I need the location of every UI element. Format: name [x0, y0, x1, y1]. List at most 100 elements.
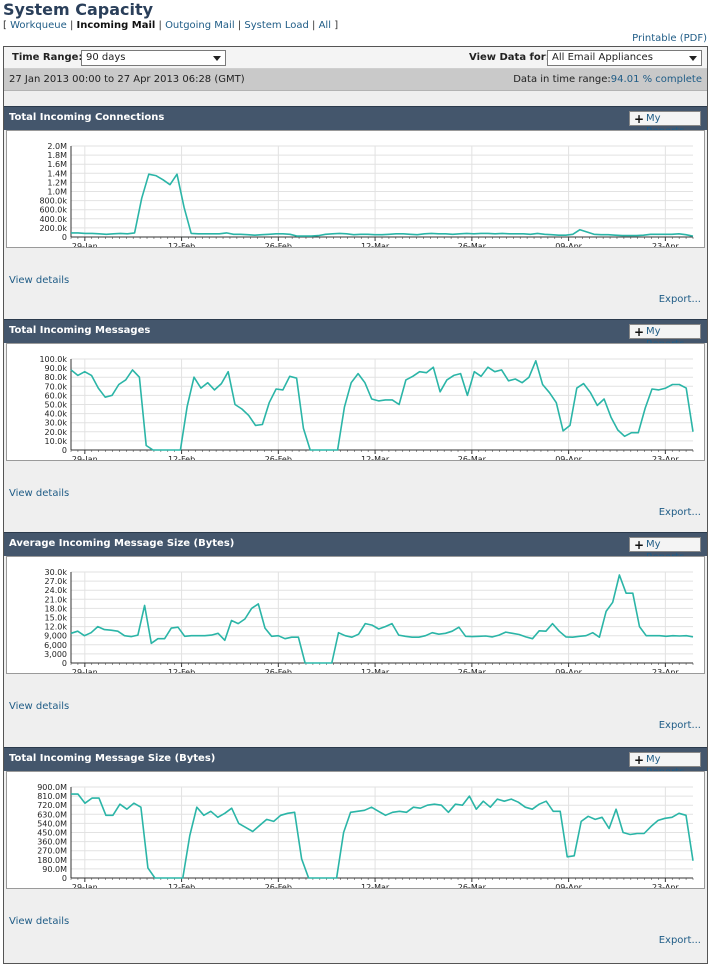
y-tick-label: 50.0k: [45, 401, 68, 410]
y-tick-label: 10.0k: [45, 437, 68, 446]
view-details-link[interactable]: View details: [9, 701, 70, 712]
my-reports-button[interactable]: +My Reports: [629, 324, 701, 350]
y-tick-label: 60.0k: [45, 391, 68, 400]
x-tick-label: 12-Feb: [168, 883, 195, 888]
export-link[interactable]: Export...: [658, 294, 701, 305]
x-tick-label: 12-Feb: [168, 668, 195, 673]
x-tick-label: 26-Mar: [458, 668, 487, 673]
my-reports-button[interactable]: +My Reports: [629, 111, 701, 137]
x-tick-label: 26-Feb: [265, 242, 292, 247]
line-chart: 0200.0k400.0k600.0k800.0k1.0M1.2M1.4M1.6…: [39, 142, 694, 247]
nav-open-bracket: [: [3, 20, 7, 31]
line-chart: 090.0M180.0M270.0M360.0M450.0M540.0M630.…: [37, 783, 694, 888]
view-data-value: All Email Appliances: [552, 52, 653, 63]
y-tick-label: 90.0k: [45, 364, 68, 373]
printable-pdf-link[interactable]: Printable (PDF): [632, 33, 707, 44]
nav-close-bracket: ]: [334, 20, 339, 31]
nav-all-link[interactable]: All: [318, 20, 331, 31]
panel-total-incoming-message-size: Total Incoming Message Size (Bytes) + My …: [4, 747, 707, 963]
nav-workqueue-link[interactable]: Workqueue: [10, 20, 67, 31]
export-link[interactable]: Export...: [658, 935, 701, 946]
chart-area: 0 200.0k 400.0k 600.0k 800.0k 1.0M 1.2M 1.4M 1.6…: [6, 130, 705, 248]
y-tick-label: 400.0k: [39, 215, 67, 224]
export-link[interactable]: Export...: [658, 720, 701, 731]
y-tick-label: 27.0k: [45, 577, 68, 586]
x-tick-label: 12-Feb: [168, 455, 195, 460]
y-tick-label: 24.0k: [45, 586, 68, 595]
x-tick-label: 12-Mar: [361, 455, 390, 460]
line-chart: 010.0k20.0k30.0k40.0k50.0k60.0k70.0k80.0…: [39, 355, 694, 460]
y-tick-label: 810.0M: [37, 792, 67, 801]
filter-bar: Time Range: 90 days View Data for: All E…: [4, 47, 707, 69]
time-range-select[interactable]: 90 days: [81, 50, 226, 66]
x-tick-label: 29-Jan: [72, 455, 98, 460]
view-data-select[interactable]: All Email Appliances: [547, 50, 702, 66]
view-details-link[interactable]: View details: [9, 275, 70, 286]
y-tick-label: 12.0k: [45, 623, 68, 632]
x-tick-label: 26-Mar: [458, 455, 487, 460]
nav-separator: |: [69, 20, 74, 31]
x-tick-label: 26-Feb: [265, 883, 292, 888]
panel-total-incoming-connections: Total Incoming Connections +My Reports 0…: [4, 106, 707, 319]
chart-area: 0 90.0M 180.0M 270.0M 360.0M 450.0M 540.0M 630.…: [6, 771, 705, 889]
data-completeness: Data in time range:94.01 % complete: [513, 74, 702, 85]
y-tick-label: 270.0M: [37, 847, 67, 856]
y-tick-label: 30.0k: [45, 568, 68, 577]
export-link[interactable]: Export...: [658, 507, 701, 518]
view-details-link[interactable]: View details: [9, 488, 70, 499]
y-tick-label: 360.0M: [37, 838, 67, 847]
series-line: [70, 359, 694, 451]
panel-title: Total Incoming Message Size (Bytes): [9, 753, 216, 764]
panel-average-incoming-message-size: Average Incoming Message Size (Bytes) + M…: [4, 532, 707, 747]
y-tick-label: 1.2M: [47, 178, 67, 187]
y-tick-label: 40.0k: [45, 410, 68, 419]
my-reports-button[interactable]: +My Reports: [629, 537, 701, 563]
time-range-value: 90 days: [86, 52, 126, 63]
y-tick-label: 1.6M: [47, 160, 67, 169]
y-tick-label: 600.0k: [39, 206, 67, 215]
y-tick-label: 0: [62, 659, 67, 668]
series-line: [70, 574, 694, 664]
y-tick-label: 30.0k: [45, 419, 68, 428]
date-range-text: 27 Jan 2013 00:00 to 27 Apr 2013 06:28 (…: [9, 74, 245, 85]
y-tick-label: 800.0k: [39, 197, 67, 206]
x-tick-label: 26-Mar: [458, 883, 487, 888]
nav-separator: |: [158, 20, 162, 31]
y-tick-label: 1.4M: [47, 169, 67, 178]
plus-icon: +: [634, 538, 645, 552]
x-tick-label: 26-Feb: [265, 668, 292, 673]
x-tick-label: 29-Jan: [72, 668, 98, 673]
panel-title: Total Incoming Messages: [9, 325, 151, 336]
y-tick-label: 450.0M: [37, 829, 67, 838]
x-tick-label: 26-Feb: [265, 455, 292, 460]
view-data-label: View Data for:: [469, 52, 550, 63]
panel-total-incoming-messages: Total Incoming Messages +My Reports 010.…: [4, 319, 707, 532]
chevron-down-icon: [213, 56, 221, 61]
view-details-link[interactable]: View details: [9, 916, 70, 927]
x-tick-label: 09-Apr: [555, 668, 582, 673]
y-tick-label: 100.0k: [39, 355, 67, 364]
y-tick-label: 18.0k: [45, 604, 68, 613]
x-tick-label: 23-Apr: [652, 242, 679, 247]
nav-system-load-link[interactable]: System Load: [244, 20, 309, 31]
line-chart: 03,0006,0009,00012.0k15.0k18.0k21.0k24.0…: [44, 568, 694, 673]
nav-outgoing-mail-link[interactable]: Outgoing Mail: [165, 20, 235, 31]
y-tick-label: 80.0k: [45, 373, 68, 382]
x-tick-label: 23-Apr: [652, 883, 679, 888]
nav-separator: |: [312, 20, 316, 31]
panel-header: Total Incoming Connections +My Reports: [4, 106, 707, 137]
plus-icon: +: [634, 325, 645, 339]
y-tick-label: 0: [62, 233, 67, 242]
chart-area: 0 10.0k 20.0k 30.0k 40.0k 50.0k 60.0k 70.0k 80.0…: [6, 343, 705, 461]
x-tick-label: 09-Apr: [555, 883, 582, 888]
y-tick-label: 15.0k: [45, 614, 68, 623]
plus-icon: +: [634, 112, 645, 126]
completeness-link[interactable]: 94.01 % complete: [610, 74, 702, 85]
x-tick-label: 29-Jan: [72, 883, 98, 888]
x-tick-label: 12-Mar: [361, 242, 390, 247]
my-reports-button[interactable]: +My Reports: [629, 752, 701, 778]
panel-title: Average Incoming Message Size (Bytes): [9, 538, 235, 549]
y-tick-label: 20.0k: [45, 428, 68, 437]
y-tick-label: 540.0M: [37, 819, 67, 828]
date-range-bar: 27 Jan 2013 00:00 to 27 Apr 2013 06:28 (…: [4, 69, 707, 91]
